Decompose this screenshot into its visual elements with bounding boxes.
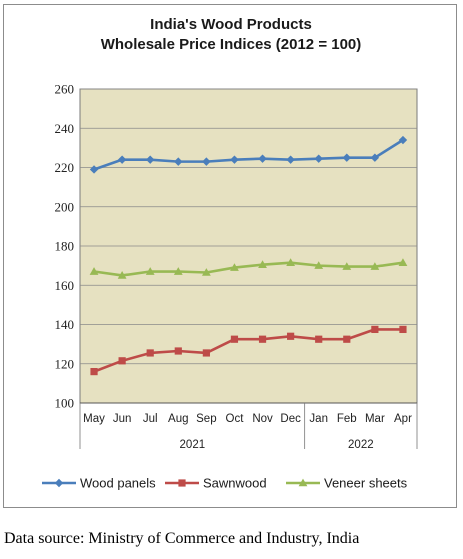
legend-item: Wood panels	[42, 476, 156, 491]
data-point	[287, 332, 295, 340]
data-point	[202, 349, 210, 357]
x-axis: May Jun Jul Aug Sep Oct Nov Dec Jan Feb Mar Apr 2021…	[79, 402, 418, 451]
data-point	[117, 155, 127, 164]
data-point	[399, 325, 407, 334]
y-tick-label: 180	[55, 239, 75, 254]
data-point	[201, 268, 211, 276]
series-line	[93, 261, 404, 277]
data-point	[173, 267, 183, 275]
data-point	[398, 135, 408, 145]
legend-label: Sawnwood	[203, 476, 267, 491]
y-tick-label: 240	[55, 121, 75, 136]
x-tick-label: Jul	[143, 413, 158, 425]
data-point	[202, 157, 211, 166]
x-tick-label: Apr	[394, 413, 412, 425]
data-point	[370, 153, 380, 162]
chart: India's Wood Products Wholesale Price In…	[42, 16, 418, 491]
data-point	[314, 154, 323, 163]
legend: Wood panels Sawnwood Veneer sheets	[42, 476, 408, 491]
x-tick-label: May	[83, 413, 105, 425]
x-tick-label: Oct	[226, 413, 245, 425]
data-point	[174, 347, 182, 355]
x-year-label: 2021	[180, 439, 206, 451]
y-tick-label: 160	[55, 278, 75, 293]
data-source-note: Data source: Ministry of Commerce and In…	[4, 530, 360, 547]
data-point	[343, 335, 351, 343]
y-tick-label: 140	[55, 317, 75, 332]
data-point	[370, 262, 380, 270]
legend-marker	[54, 478, 64, 488]
series-line	[93, 328, 403, 373]
y-axis: 100 120 140 160 180 200 220 240 260	[55, 82, 75, 411]
data-point	[258, 154, 267, 163]
legend-item: Sawnwood	[165, 476, 267, 491]
grid-lines	[80, 88, 417, 365]
data-point	[398, 258, 408, 266]
x-tick-label: Feb	[337, 413, 357, 425]
data-point	[118, 357, 126, 365]
data-point	[342, 262, 352, 270]
y-tick-label: 260	[55, 82, 75, 97]
x-tick-label: Jan	[309, 413, 328, 425]
data-point	[230, 335, 239, 343]
y-tick-label: 220	[55, 160, 75, 175]
data-point	[286, 155, 295, 164]
series-veneer-sheets	[89, 258, 408, 279]
x-tick-label: Dec	[280, 413, 301, 425]
legend-label: Veneer sheets	[324, 476, 408, 491]
chart-title-line2: Wholesale Price Indices (2012 = 100)	[101, 36, 362, 53]
data-point	[146, 155, 155, 164]
data-point	[314, 261, 324, 269]
x-tick-label: Jun	[113, 413, 132, 425]
data-point	[258, 335, 267, 343]
legend-item: Veneer sheets	[286, 476, 408, 491]
x-year-label: 2022	[348, 439, 374, 451]
y-tick-label: 200	[55, 199, 75, 214]
series-sawnwood	[90, 325, 407, 376]
series-wood-panels	[89, 135, 408, 174]
data-point	[230, 263, 239, 271]
series-line	[93, 138, 404, 171]
y-tick-label: 120	[55, 356, 75, 371]
chart-frame: India's Wood Products Wholesale Price In…	[3, 4, 457, 508]
chart-title-line1: India's Wood Products	[150, 16, 312, 33]
data-point	[315, 335, 323, 343]
data-point	[371, 325, 379, 334]
series-layer	[89, 135, 408, 376]
data-point	[286, 258, 296, 266]
data-point	[342, 153, 351, 162]
x-tick-label: Sep	[196, 413, 216, 425]
data-point	[146, 349, 154, 357]
data-point	[258, 260, 267, 268]
x-tick-label: Nov	[252, 413, 273, 425]
data-point	[117, 271, 127, 279]
data-point	[90, 368, 98, 376]
data-point	[145, 267, 155, 275]
data-point	[174, 157, 183, 166]
legend-marker	[298, 478, 308, 487]
x-tick-label: Aug	[168, 413, 188, 425]
data-point	[89, 267, 99, 275]
data-point	[230, 155, 239, 164]
data-point	[89, 165, 99, 174]
x-tick-label: Mar	[365, 413, 385, 425]
legend-marker	[178, 479, 186, 487]
legend-label: Wood panels	[80, 476, 156, 491]
y-tick-label: 100	[55, 396, 75, 411]
